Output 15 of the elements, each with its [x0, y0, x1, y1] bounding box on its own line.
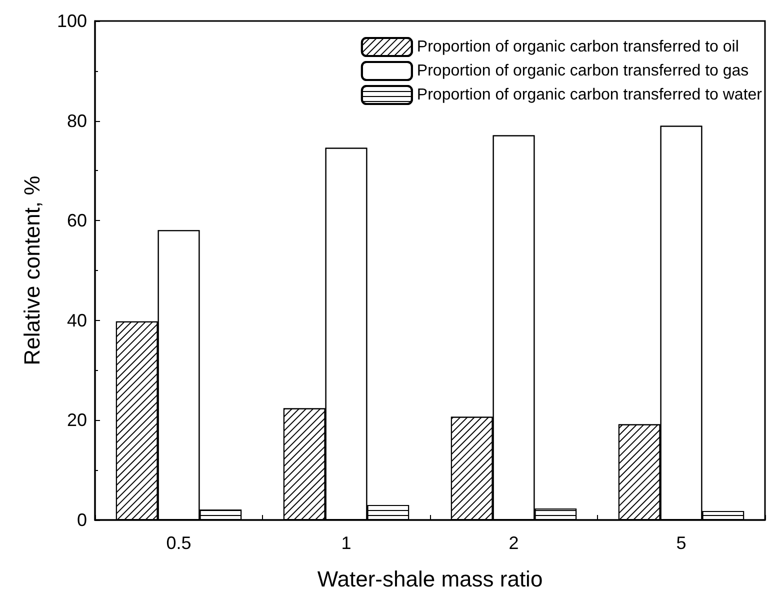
x-tick-label: 2 [508, 533, 519, 553]
y-tick-label: 100 [56, 11, 87, 31]
y-axis-title: Relative content, % [20, 176, 44, 366]
legend-label: Proportion of organic carbon transferred to oil [416, 38, 739, 56]
x-tick-label: 5 [676, 533, 686, 553]
x-tick-label: 1 [341, 533, 352, 553]
y-tick-label: 60 [66, 210, 87, 231]
y-tick-label: 0 [76, 510, 87, 530]
legend-label: Proportion of organic carbon transferred to water [416, 86, 763, 104]
y-tick-label: 20 [66, 410, 87, 430]
legend-label: Proportion of organic carbon transferred to gas [416, 62, 749, 80]
y-tick-label: 40 [66, 310, 87, 330]
x-tick-label: 0.5 [166, 533, 192, 553]
y-tick-label: 80 [66, 110, 87, 131]
x-axis-title: Water-shale mass ratio [317, 566, 543, 592]
